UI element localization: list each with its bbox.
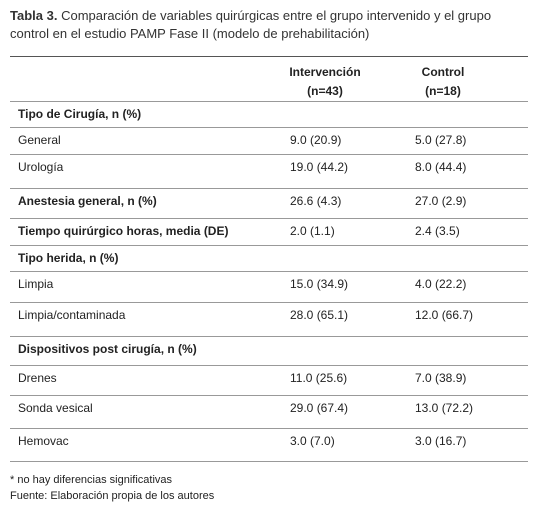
cell: 13.0 (72.2): [415, 401, 474, 415]
cell: 28.0 (65.1): [290, 308, 349, 322]
row-label: Limpia/contaminada: [18, 308, 126, 322]
cell: 3.0 (16.7): [415, 434, 467, 448]
row-rule: [10, 188, 528, 189]
row-rule: [10, 154, 528, 155]
table-bottom-rule: [10, 461, 528, 462]
row-label: Sonda vesical: [18, 401, 93, 415]
table-label: Tabla 3.: [10, 8, 58, 23]
row-rule: [10, 365, 528, 366]
cell: 3.0 (7.0): [290, 434, 335, 448]
row-label: Tipo de Cirugía, n (%): [18, 107, 142, 121]
row-label: General: [18, 133, 61, 147]
cell: 12.0 (66.7): [415, 308, 474, 322]
row-label: Tipo herida, n (%): [18, 251, 119, 265]
cell: 2.0 (1.1): [290, 224, 335, 238]
row-rule: [10, 336, 528, 337]
row-label: Hemovac: [18, 434, 69, 448]
cell: 8.0 (44.4): [415, 160, 467, 174]
header-rule: [10, 101, 528, 102]
row-rule: [10, 395, 528, 396]
row-label: Urología: [18, 160, 64, 174]
row-rule: [10, 271, 528, 272]
cell: 27.0 (2.9): [415, 194, 467, 208]
row-label: Tiempo quirúrgico horas, media (DE): [18, 224, 229, 238]
cell: 26.6 (4.3): [290, 194, 342, 208]
cell: 2.4 (3.5): [415, 224, 460, 238]
title-text: Comparación de variables quirúrgicas ent…: [61, 8, 492, 23]
cell: 5.0 (27.8): [415, 133, 467, 147]
title-line: Tabla 3. Comparación de variables quirúr…: [10, 8, 491, 23]
cell: 11.0 (25.6): [290, 371, 348, 385]
col-header-n: (n=18): [425, 84, 461, 98]
cell: 7.0 (38.9): [415, 371, 467, 385]
footnote: Fuente: Elaboración propia de los autore…: [10, 490, 215, 502]
cell: 15.0 (34.9): [290, 277, 349, 291]
row-rule: [10, 127, 528, 128]
cell: 29.0 (67.4): [290, 401, 349, 415]
footnote: * no hay diferencias significativas: [10, 474, 173, 486]
row-rule: [10, 218, 528, 219]
row-rule: [10, 245, 528, 246]
col-header: Intervención: [289, 65, 361, 79]
row-label: Limpia: [18, 277, 54, 291]
col-header: Control: [421, 65, 465, 79]
row-rule: [10, 428, 528, 429]
row-label: Dispositivos post cirugía, n (%): [18, 342, 197, 356]
cell: 9.0 (20.9): [290, 133, 342, 147]
row-label: Drenes: [18, 371, 57, 385]
col-header-n: (n=43): [307, 84, 343, 98]
cell: 19.0 (44.2): [290, 160, 349, 174]
row-label: Anestesia general, n (%): [18, 194, 157, 208]
title-line: control en el estudio PAMP Fase II (mode…: [10, 26, 370, 41]
table-top-rule: [10, 56, 528, 57]
row-rule: [10, 302, 528, 303]
cell: 4.0 (22.2): [415, 277, 467, 291]
